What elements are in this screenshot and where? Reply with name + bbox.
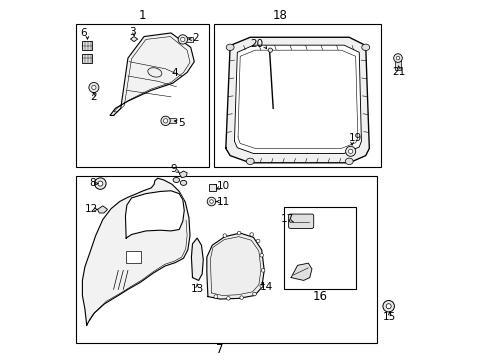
Circle shape (98, 181, 102, 186)
Circle shape (348, 149, 352, 153)
Circle shape (345, 146, 355, 156)
Bar (76, 176, 376, 343)
Polygon shape (191, 238, 203, 280)
Circle shape (395, 56, 399, 60)
Text: 11: 11 (216, 197, 229, 207)
FancyBboxPatch shape (288, 214, 313, 228)
Bar (184, 37, 192, 41)
Bar (394, 59, 400, 69)
Text: 6: 6 (81, 28, 87, 38)
Text: 17: 17 (280, 215, 294, 224)
Bar (209, 184, 215, 192)
Circle shape (207, 197, 215, 206)
Circle shape (393, 54, 402, 62)
Polygon shape (179, 171, 187, 178)
Polygon shape (125, 191, 184, 238)
Text: 16: 16 (312, 290, 326, 303)
Text: 12: 12 (84, 204, 98, 214)
Circle shape (252, 292, 256, 296)
Circle shape (214, 295, 217, 298)
Polygon shape (225, 37, 368, 163)
Bar (82, 41, 92, 50)
Text: 9: 9 (170, 164, 177, 174)
Text: 19: 19 (347, 133, 361, 143)
Polygon shape (206, 233, 264, 299)
Bar (126, 251, 141, 263)
Text: 1: 1 (138, 9, 146, 22)
Ellipse shape (226, 44, 234, 50)
Circle shape (237, 231, 241, 235)
Circle shape (249, 233, 253, 236)
Ellipse shape (147, 68, 162, 77)
Circle shape (260, 284, 263, 288)
Bar (76, 24, 208, 167)
Ellipse shape (173, 177, 179, 183)
Text: 21: 21 (391, 67, 405, 77)
Circle shape (386, 304, 390, 309)
Ellipse shape (180, 180, 186, 185)
Text: 13: 13 (190, 284, 203, 294)
Text: 8: 8 (89, 178, 95, 188)
Polygon shape (110, 33, 194, 116)
Circle shape (226, 297, 230, 300)
Circle shape (261, 269, 264, 272)
Circle shape (178, 35, 187, 44)
Bar (214, 24, 380, 167)
Circle shape (209, 200, 213, 203)
Circle shape (256, 239, 260, 243)
Bar (168, 118, 175, 123)
Circle shape (223, 234, 226, 237)
Text: 3: 3 (129, 27, 136, 37)
Ellipse shape (345, 158, 352, 165)
Circle shape (239, 296, 243, 300)
Text: 7: 7 (215, 343, 223, 356)
Text: 20: 20 (250, 39, 263, 49)
Circle shape (180, 37, 184, 41)
Circle shape (163, 119, 167, 123)
Ellipse shape (246, 158, 254, 165)
Polygon shape (290, 263, 311, 280)
Text: 18: 18 (272, 9, 287, 22)
Text: 14: 14 (260, 282, 273, 292)
Circle shape (267, 48, 272, 52)
Text: 15: 15 (382, 312, 396, 322)
Bar (284, 207, 355, 289)
Circle shape (92, 85, 96, 90)
Polygon shape (97, 206, 107, 213)
Polygon shape (130, 37, 137, 41)
Bar (82, 54, 92, 63)
Circle shape (382, 301, 394, 312)
Polygon shape (234, 45, 361, 153)
Text: 2: 2 (90, 92, 96, 102)
Circle shape (260, 253, 263, 257)
Text: 2: 2 (192, 33, 198, 43)
Ellipse shape (361, 44, 369, 50)
Text: 5: 5 (178, 118, 184, 128)
Circle shape (161, 116, 170, 126)
Circle shape (94, 178, 106, 189)
Circle shape (89, 82, 99, 93)
Polygon shape (82, 178, 190, 325)
Text: 4: 4 (171, 68, 178, 78)
Text: 10: 10 (216, 181, 229, 192)
